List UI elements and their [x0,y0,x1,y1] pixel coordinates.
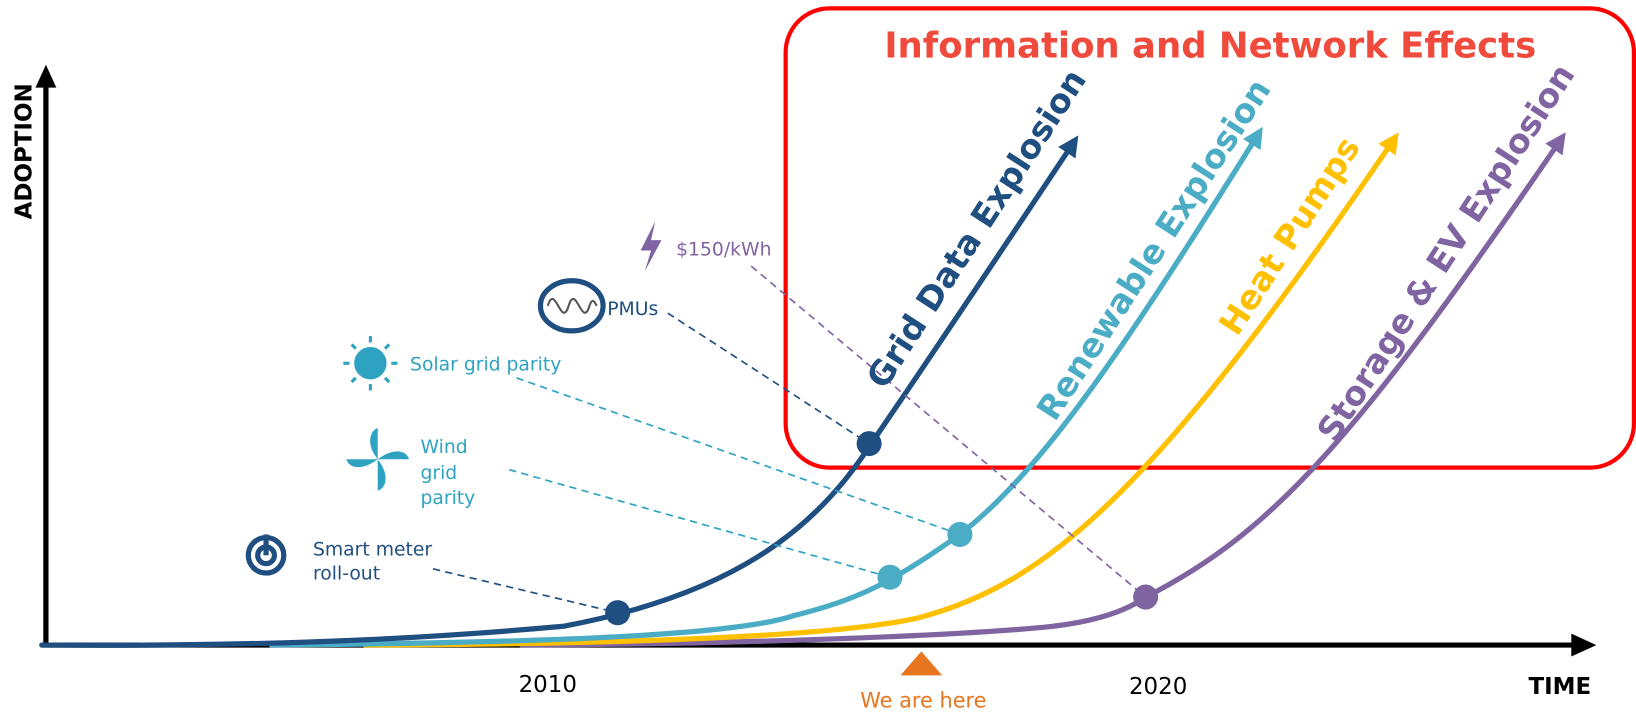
leader [508,468,891,579]
bolt-icon [640,221,662,272]
leader [667,312,870,445]
leader [432,568,618,614]
milestone-dot [877,564,903,590]
heat-curve [362,132,1399,648]
tick-label: 2020 [1129,674,1187,700]
wind-icon [346,427,409,491]
x-axis-label: TIME [1528,674,1591,700]
renewable-curve [268,126,1263,648]
sun-icon [343,336,398,391]
milestone-label: PMUs [607,299,658,320]
storage-curve [519,132,1566,648]
effects-box [783,6,1636,470]
box-title: Information and Network Effects [884,25,1536,66]
curve-label: Heat Pumps [1211,130,1368,342]
milestone-dot [605,600,631,626]
milestone-dot [856,431,882,457]
curve-label: Storage & EV Explosion [1309,57,1582,449]
x-arrow [1571,633,1597,657]
leader [516,377,961,536]
here-marker [900,651,943,676]
meter-icon [245,534,287,576]
milestone-label: Wind grid parity [420,437,475,509]
pmu-icon [537,278,606,334]
milestone-label: $150/kWh [676,240,771,261]
milestone-dot [1133,584,1159,610]
milestone-label: Solar grid parity [410,355,561,376]
here-label: We are here [860,689,986,713]
y-arrow [35,64,57,88]
milestone-dot [947,521,973,547]
tick-label: 2010 [519,672,577,698]
milestone-label: Smart meter roll-out [313,539,432,584]
curve-label: Grid Data Explosion [859,62,1094,395]
y-axis-label: ADOPTION [11,83,37,219]
leader [750,265,1147,598]
grid-curve [39,135,1079,648]
